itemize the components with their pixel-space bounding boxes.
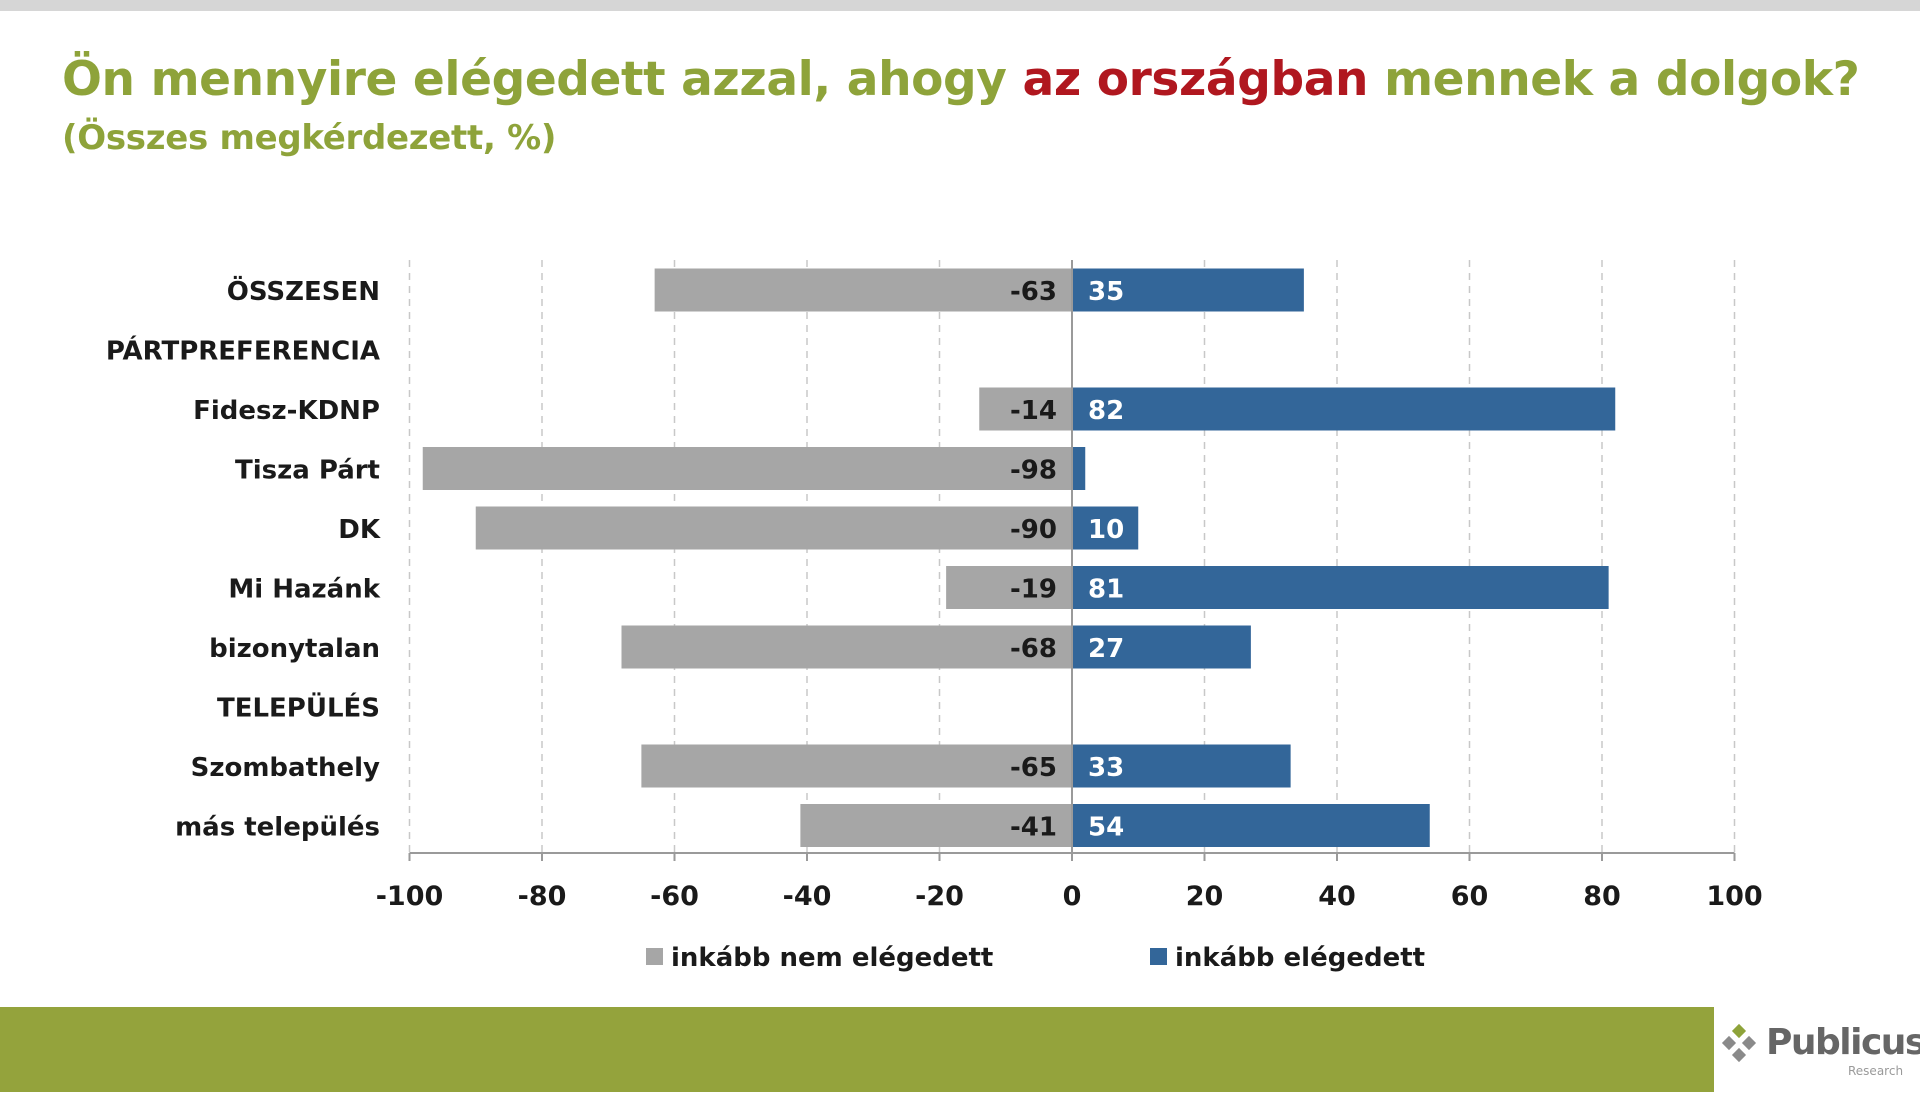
legend-swatch — [1150, 948, 1167, 965]
data-label-negative: -19 — [1010, 575, 1057, 605]
x-tick-label: 20 — [1186, 881, 1224, 912]
category-label: DK — [338, 515, 381, 545]
data-label-positive: 54 — [1088, 813, 1124, 843]
category-label: TELEPÜLÉS — [217, 691, 380, 724]
category-label: ÖSSZESEN — [227, 274, 380, 307]
bar-negative — [979, 387, 1072, 431]
bar-positive — [1072, 566, 1609, 609]
bar-positive — [1072, 506, 1139, 550]
legend-label: inkább elégedett — [1175, 943, 1425, 973]
logo-name: Publicus — [1766, 1022, 1920, 1063]
x-tick-label: -80 — [518, 881, 567, 912]
data-label-positive: 82 — [1088, 396, 1124, 426]
bar-negative — [621, 625, 1072, 669]
footer-band — [0, 1007, 1714, 1092]
top-strip — [0, 0, 1920, 11]
diamond-grid-icon — [1721, 1023, 1757, 1063]
data-label-positive: 33 — [1088, 753, 1124, 783]
logo-subtitle: Research — [1848, 1064, 1904, 1078]
x-tick-label: -40 — [783, 881, 832, 912]
title-part1: Ön mennyire elégedett azzal, ahogy — [62, 52, 1023, 107]
bar-positive — [1072, 447, 1086, 490]
bar-negative — [946, 566, 1072, 609]
data-label-positive: 81 — [1088, 575, 1124, 605]
x-tick-label: -60 — [650, 881, 699, 912]
bar-negative — [422, 447, 1072, 490]
category-label: PÁRTPREFERENCIA — [106, 335, 380, 367]
x-tick-label: 0 — [1063, 881, 1082, 912]
bar-positive — [1072, 387, 1616, 431]
category-label: más település — [175, 813, 380, 843]
x-tick-label: 80 — [1583, 881, 1621, 912]
category-label: Szombathely — [191, 753, 380, 783]
category-label: Tisza Párt — [235, 456, 380, 486]
title-part2: mennek a dolgok? — [1368, 52, 1860, 107]
data-label-negative: -65 — [1010, 753, 1057, 783]
bar-negative — [654, 268, 1072, 312]
diverging-bar-chart: ÖSSZESEN -63 35 PÁRTPREFERENCIA Fidesz-KDNP -… — [106, 260, 1763, 973]
x-tick-label: 60 — [1451, 881, 1489, 912]
bar-negative — [475, 506, 1072, 550]
x-tick-label: -20 — [915, 881, 964, 912]
x-tick-label: 100 — [1706, 881, 1762, 912]
bar-negative — [800, 804, 1072, 847]
x-tick-label: 40 — [1318, 881, 1356, 912]
data-label-positive: 10 — [1088, 515, 1124, 545]
data-label-positive: 35 — [1088, 277, 1124, 307]
legend-label: inkább nem elégedett — [671, 943, 993, 973]
publicus-logo: Publicus Research — [1718, 1018, 1920, 1084]
bar-positive — [1072, 804, 1430, 847]
data-label-positive: 27 — [1088, 634, 1124, 664]
data-label-negative: -14 — [1010, 396, 1057, 426]
title-highlight: az országban — [1022, 52, 1369, 107]
bar-positive — [1072, 625, 1251, 669]
bar-negative — [641, 744, 1072, 788]
category-label: bizonytalan — [209, 634, 380, 664]
data-label-negative: -63 — [1010, 277, 1057, 307]
category-label: Mi Hazánk — [228, 575, 380, 605]
data-label-negative: -68 — [1010, 634, 1057, 664]
chart-title: Ön mennyire elégedett azzal, ahogy az or… — [62, 52, 1860, 107]
x-tick-label: -100 — [376, 881, 444, 912]
data-label-negative: -90 — [1010, 515, 1057, 545]
bar-positive — [1072, 744, 1291, 788]
data-label-negative: -41 — [1010, 813, 1057, 843]
chart-subtitle: (Összes megkérdezett, %) — [62, 118, 557, 158]
category-label: Fidesz-KDNP — [193, 396, 380, 426]
bar-positive — [1072, 268, 1304, 312]
legend-swatch — [646, 948, 663, 965]
data-label-negative: -98 — [1010, 456, 1057, 486]
